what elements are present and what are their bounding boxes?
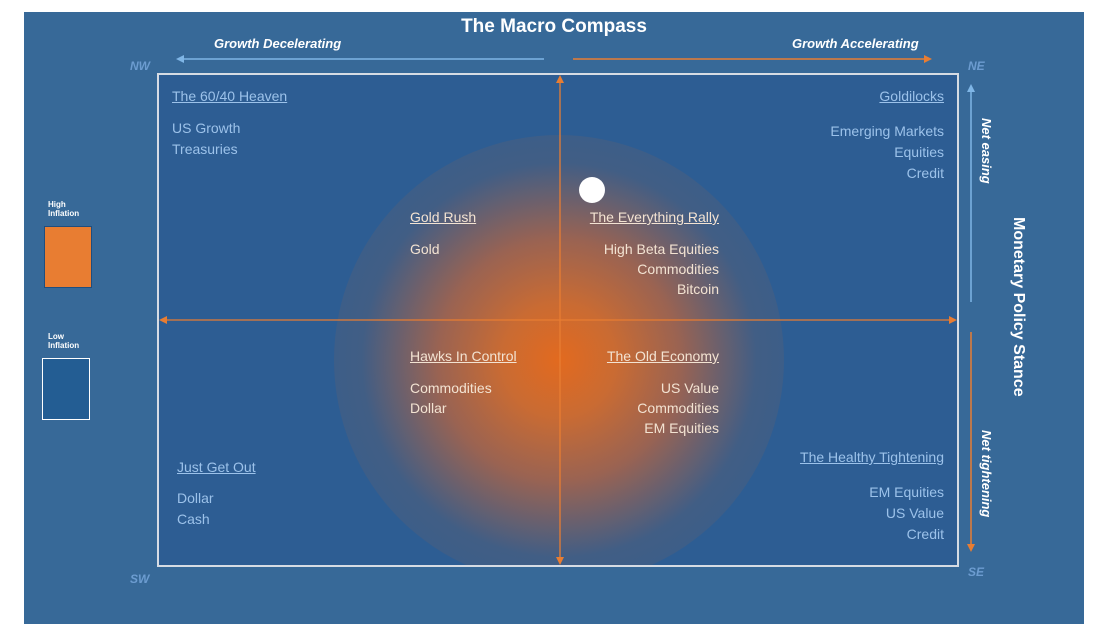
center-sw-item: Dollar (410, 400, 447, 416)
center-sw-item: Commodities (410, 380, 492, 396)
quadrant-nw: The 60/40 Heaven US Growth Treasuries (172, 88, 287, 160)
corner-ne-label: NE (968, 59, 985, 73)
quadrant-nw-item: US Growth (172, 120, 241, 136)
easing-arrowhead (967, 84, 975, 92)
horizontal-axis-right-arrowhead (949, 316, 957, 324)
center-nw: Gold Rush Gold (410, 209, 476, 259)
low-inflation-label: Low Inflation (48, 332, 79, 350)
center-se: The Old Economy US Value Commodities EM … (607, 348, 719, 438)
center-nw-item: Gold (410, 241, 440, 257)
growth-accelerating-label: Growth Accelerating (792, 36, 919, 51)
growth-decel-arrowhead (176, 55, 184, 63)
low-inflation-swatch (42, 358, 90, 420)
center-se-item: US Value (660, 380, 719, 396)
center-ne-item: High Beta Equities (603, 241, 719, 257)
corner-sw-label: SW (130, 572, 150, 586)
center-sw-title: Hawks In Control (410, 348, 517, 364)
high-inflation-line1: High (48, 200, 66, 209)
monetary-policy-label: Monetary Policy Stance (1010, 217, 1027, 397)
low-inflation-line2: Inflation (48, 341, 80, 350)
quadrant-ne: Goldilocks Emerging Markets Equities Cre… (830, 88, 944, 184)
center-ne-item: Commodities (637, 261, 719, 277)
inflation-glow (334, 135, 784, 565)
net-tightening-label: Net tightening (979, 430, 994, 518)
quadrant-ne-item: Equities (894, 144, 944, 160)
current-position-marker (579, 177, 605, 203)
corner-nw-label: NW (130, 59, 150, 73)
center-ne-title: The Everything Rally (589, 209, 719, 225)
quadrant-se-item: Credit (906, 526, 944, 542)
center-se-title: The Old Economy (606, 348, 719, 364)
quadrant-sw-item: Dollar (177, 490, 214, 506)
center-se-item: Commodities (637, 400, 719, 416)
low-inflation-line1: Low (48, 332, 64, 341)
chart-title: The Macro Compass (461, 16, 647, 37)
center-nw-title: Gold Rush (410, 209, 477, 225)
horizontal-axis-left-arrowhead (159, 316, 167, 324)
center-sw: Hawks In Control Commodities Dollar (410, 348, 517, 418)
quadrant-nw-title: The 60/40 Heaven (172, 88, 288, 104)
high-inflation-swatch (44, 226, 92, 288)
high-inflation-line2: Inflation (48, 209, 80, 218)
growth-accel-arrowhead (924, 55, 932, 63)
quadrant-sw-title: Just Get Out (177, 459, 256, 475)
center-se-item: EM Equities (644, 420, 719, 436)
compass-frame: The 60/40 Heaven US Growth Treasuries Go… (157, 73, 959, 567)
growth-decelerating-label: Growth Decelerating (214, 36, 342, 51)
quadrant-ne-item: Emerging Markets (830, 123, 944, 139)
quadrant-nw-item: Treasuries (172, 141, 238, 157)
high-inflation-label: High Inflation (48, 200, 79, 218)
quadrant-se-title: The Healthy Tightening (800, 449, 944, 465)
net-easing-label: Net easing (979, 118, 994, 184)
vertical-axis-top-arrowhead (556, 75, 564, 83)
direction-arrows (176, 55, 975, 552)
quadrant-se-item: EM Equities (869, 484, 944, 500)
compass-axes (159, 75, 957, 565)
quadrant-ne-title: Goldilocks (879, 88, 944, 104)
quadrant-ne-item: Credit (906, 165, 944, 181)
quadrant-se: The Healthy Tightening EM Equities US Va… (800, 449, 944, 545)
corner-se-label: SE (968, 565, 985, 579)
quadrant-sw: Just Get Out Dollar Cash (177, 459, 256, 530)
macro-compass-canvas: The Macro Compass Growth Decelerating Gr… (24, 12, 1084, 624)
vertical-axis-bottom-arrowhead (556, 557, 564, 565)
quadrant-sw-item: Cash (177, 511, 210, 527)
center-ne: The Everything Rally High Beta Equities … (590, 209, 719, 299)
tightening-arrowhead (967, 544, 975, 552)
quadrant-se-item: US Value (885, 505, 944, 521)
center-ne-item: Bitcoin (676, 281, 719, 297)
